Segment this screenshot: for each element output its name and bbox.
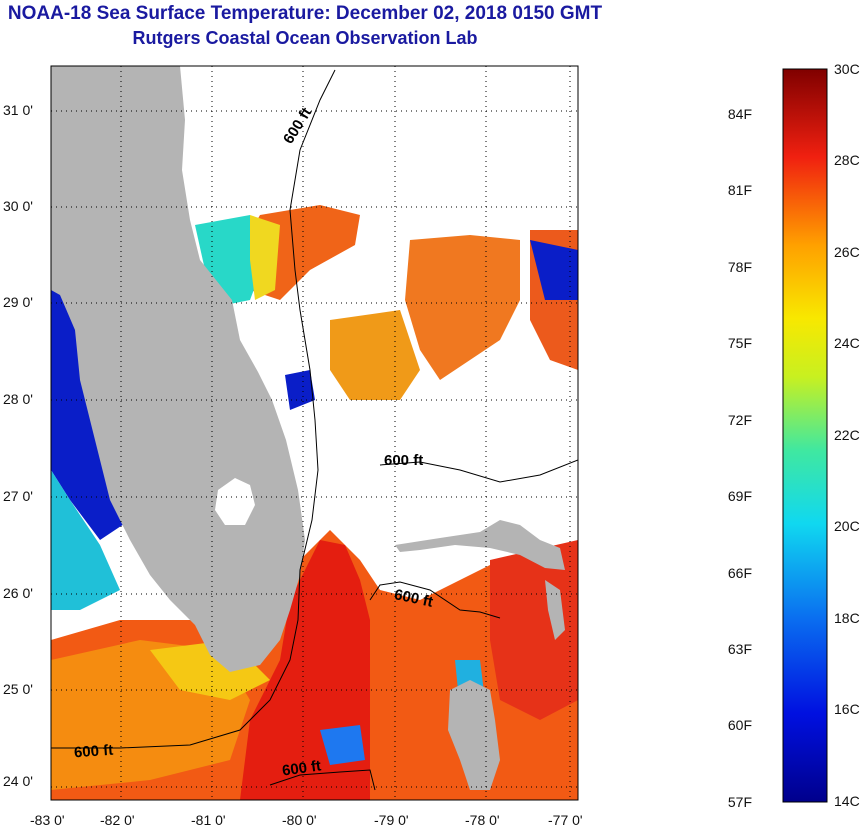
colorbar-f-label: 75F [727, 335, 752, 351]
keys-cold-patch [320, 725, 365, 765]
colorbar-f-label: 66F [727, 565, 752, 581]
contour-label: 600 ft [384, 452, 424, 469]
colorbar-f-label: 84F [727, 106, 752, 122]
east-cold-patch [530, 240, 578, 300]
lat-label: 28 0' [3, 391, 33, 407]
contour-label: 600 ft [73, 741, 114, 762]
grand-bahama-land [395, 520, 565, 570]
colorbar-c-label: 22C [834, 427, 860, 443]
colorbar-f-label: 57F [727, 794, 752, 810]
isobath-bahamas-north [379, 459, 578, 483]
colorbar-c-label: 24C [834, 335, 860, 351]
map-title: NOAA-18 Sea Surface Temperature: Decembe… [0, 2, 610, 50]
colorbar-f-label: 60F [727, 717, 752, 733]
colorbar-c-label: 20C [834, 518, 860, 534]
eleuthera-land [545, 580, 565, 640]
warm-water-east [490, 540, 578, 720]
colorbar-c-label: 26C [834, 244, 860, 260]
temperature-colorbar [782, 68, 828, 803]
atlantic-mid-patch [330, 310, 420, 400]
nearshore-yellow-water [250, 215, 280, 300]
colorbar-c-label: 16C [834, 701, 860, 717]
lat-label: 29 0' [3, 294, 33, 310]
andros-land [448, 680, 500, 790]
lake-okeechobee [215, 478, 255, 525]
lon-label: -79 0' [374, 812, 409, 828]
colorbar-c-label: 14C [834, 793, 860, 809]
isobath-atlantic [51, 69, 336, 749]
colorbar-f-label: 78F [727, 259, 752, 275]
isobath-bahamas-south [369, 581, 501, 619]
lon-label: -78 0' [465, 812, 500, 828]
lon-label: -82 0' [100, 812, 135, 828]
colorbar-c-label: 18C [834, 610, 860, 626]
lat-label: 24 0' [3, 773, 33, 789]
lat-label: 25 0' [3, 681, 33, 697]
colorbar-c-label: 30C [834, 61, 860, 77]
colorbar-c-label: 28C [834, 152, 860, 168]
lat-label: 30 0' [3, 198, 33, 214]
lon-label: -77 0' [548, 812, 583, 828]
title-line-2: Rutgers Coastal Ocean Observation Lab [132, 28, 478, 48]
isobath-contours [51, 69, 578, 791]
lat-label: 26 0' [3, 585, 33, 601]
map-border [50, 65, 579, 801]
map-content [51, 66, 578, 800]
atlantic-warm-patches-2 [405, 235, 520, 380]
lat-label: 31 0' [3, 102, 33, 118]
colorbar-f-label: 81F [727, 182, 752, 198]
title-line-1: NOAA-18 Sea Surface Temperature: Decembe… [7, 3, 603, 24]
colorbar-f-label: 69F [727, 488, 752, 504]
lon-label: -80 0' [282, 812, 317, 828]
isobath-cuba-side [269, 769, 376, 791]
lat-label: 27 0' [3, 488, 33, 504]
lon-label: -83 0' [30, 812, 65, 828]
east-cold-patch-2 [285, 370, 315, 410]
colorbar-f-label: 72F [727, 412, 752, 428]
lon-label: -81 0' [191, 812, 226, 828]
colorbar-f-label: 63F [727, 641, 752, 657]
gulf-coast-cyan-water [51, 470, 120, 610]
